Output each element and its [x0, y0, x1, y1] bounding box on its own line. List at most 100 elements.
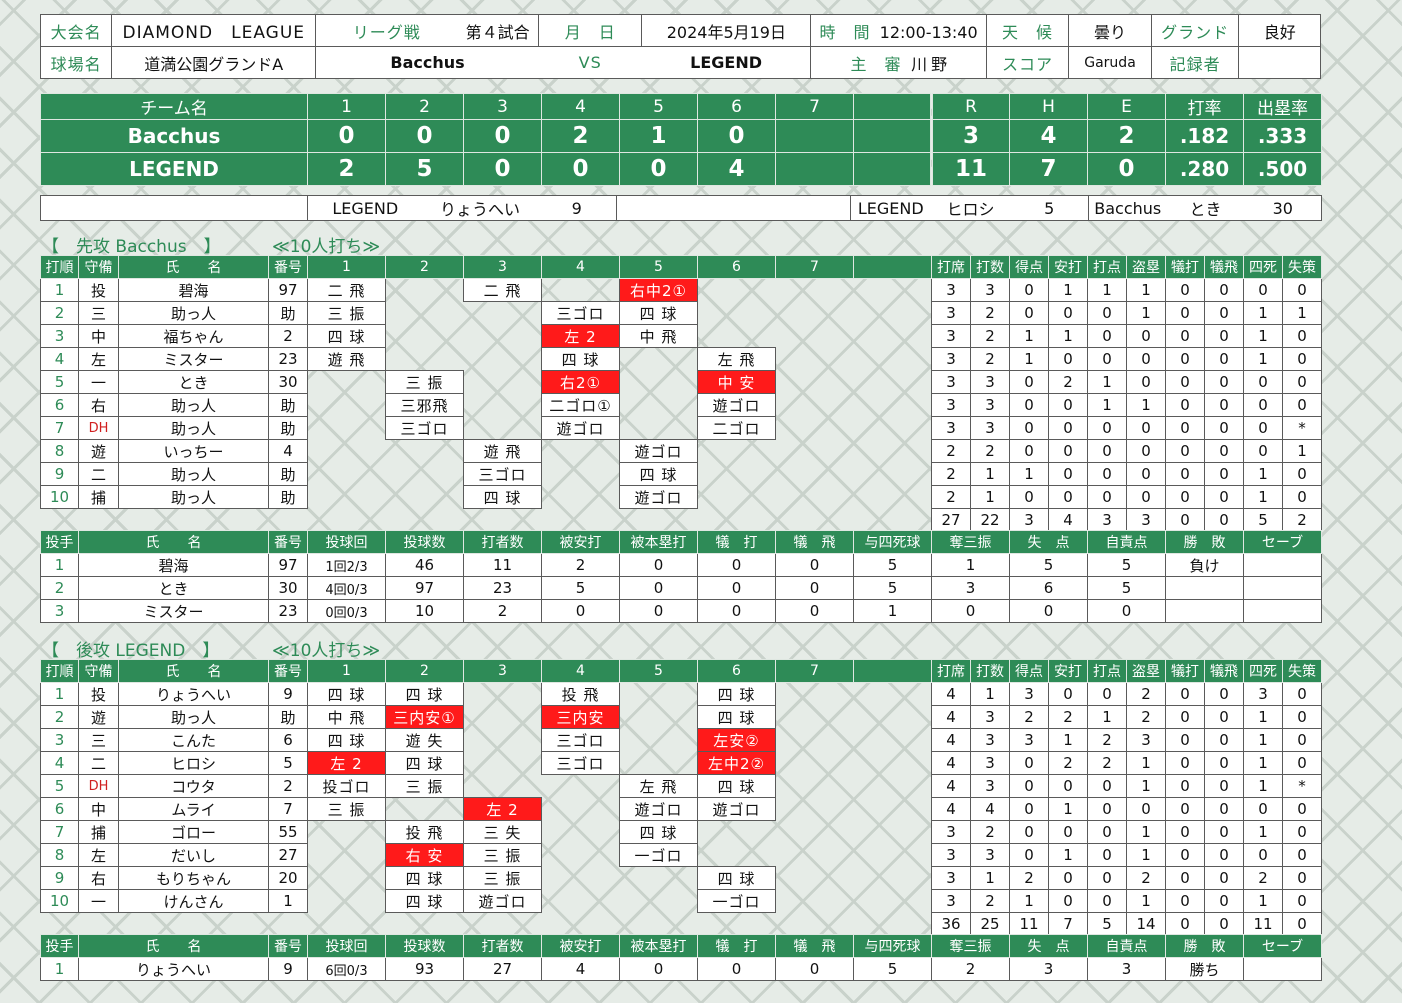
at-bat-result	[542, 890, 620, 913]
save	[1243, 599, 1322, 623]
stat-sac-bunt: 0	[1165, 705, 1205, 729]
stat-hits: 0	[1048, 889, 1088, 913]
stat-sac-bunt: 0	[1165, 439, 1205, 463]
at-bat-result: 左 2	[463, 797, 542, 821]
game-info-table: 大会名 DIAMOND LEAGUE リーグ戦 第４試合 月 日 2024年5月…	[39, 14, 1321, 79]
at-bat-result	[542, 440, 620, 463]
at-bat-result	[386, 440, 464, 463]
stat-sac-fly: 0	[1204, 462, 1244, 486]
at-bat-result: 右 安	[385, 843, 464, 867]
sb-header-inning-1: 1	[307, 93, 386, 120]
pitcher-order: 3	[40, 599, 79, 623]
stat-errors: 0	[1282, 751, 1322, 775]
at-bat-result	[620, 683, 698, 706]
stat-walks: 1	[1243, 301, 1283, 325]
stat-steals: 1	[1126, 774, 1166, 798]
sb-avg: .182	[1165, 119, 1244, 153]
bat-header: 氏 名	[118, 659, 269, 683]
stat-sac-bunt: 0	[1165, 728, 1205, 752]
player-name: 助っ人	[118, 393, 269, 417]
batter-row: 7 DH 助っ人助三ゴロ 遊ゴロ 二ゴロ 3 3 0 0 0 0 0 0 0 *	[40, 416, 1322, 440]
stat-sac-fly: 0	[1204, 347, 1244, 371]
at-bat-result	[464, 752, 542, 775]
batting-order: 5	[40, 370, 79, 394]
bat-header: 犠打	[1165, 659, 1205, 683]
excellent2-team: Bacchus	[1088, 195, 1167, 221]
batting-order: 10	[40, 485, 79, 509]
inning-spacer	[854, 463, 932, 486]
at-bat-result	[620, 867, 698, 890]
top-batting-table: 打順 守備氏 名番号 1 2 3 4 5 6 7 打席 打数 得点 安打 打点 盗塁 犠打 犠飛 四死 失策 1 投碧海…	[40, 255, 1322, 532]
inning-spacer	[854, 775, 932, 798]
pitch-header: 失 点	[1009, 934, 1088, 958]
stat-plate-app: 3	[931, 370, 971, 394]
stat-sac-bunt: 0	[1165, 347, 1205, 371]
position: 二	[78, 751, 119, 775]
inning-spacer	[854, 440, 932, 463]
stat-errors: 0	[1282, 462, 1322, 486]
bat-header: 四死	[1243, 659, 1283, 683]
walks-allowed: 5	[853, 957, 932, 981]
at-bat-result: 中 安	[697, 370, 776, 394]
runs-allowed: 6	[1009, 576, 1088, 600]
at-bat-result	[776, 325, 854, 348]
total-sac-bunt: 0	[1165, 912, 1205, 936]
stat-walks: 2	[1243, 866, 1283, 890]
stat-runs: 0	[1009, 416, 1049, 440]
batter-row: 6 中ムライ 7 三 振左 2 遊ゴロ 遊ゴロ 4 4 0 1 0 0 0 0 0 0	[40, 797, 1322, 821]
pitch-count: 10	[385, 599, 464, 623]
stat-errors: 0	[1282, 485, 1322, 509]
player-number: 20	[268, 866, 308, 890]
position: 遊	[78, 439, 119, 463]
sb-header-runs: R	[931, 93, 1010, 120]
hits-allowed: 4	[541, 957, 620, 981]
team1-name: Bacchus	[315, 46, 539, 79]
stat-walks: 0	[1243, 797, 1283, 821]
stat-sac-fly: 0	[1204, 820, 1244, 844]
at-bat-result	[464, 302, 542, 325]
sb-header-avg: 打率	[1165, 93, 1244, 120]
stat-steals: 0	[1126, 347, 1166, 371]
at-bat-result	[776, 844, 854, 867]
player-number: 30	[268, 370, 308, 394]
stat-rbi: 0	[1087, 485, 1127, 509]
at-bat-result: 三 振	[463, 843, 542, 867]
inning-spacer	[854, 890, 932, 913]
stat-hits: 0	[1048, 774, 1088, 798]
pitch-header: 犠 打	[697, 530, 776, 554]
at-bat-result: 遊 飛	[307, 347, 386, 371]
at-bat-result	[620, 371, 698, 394]
pitch-header: 奪三振	[931, 934, 1010, 958]
at-bat-result: 遊ゴロ	[697, 797, 776, 821]
stat-plate-app: 4	[931, 728, 971, 752]
stat-plate-app: 2	[931, 462, 971, 486]
hr-allowed: 0	[619, 576, 698, 600]
stat-sac-fly: 0	[1204, 889, 1244, 913]
date-label: 月 日	[538, 14, 643, 47]
stat-at-bats: 1	[970, 485, 1010, 509]
at-bat-result	[698, 821, 776, 844]
stat-hits: 0	[1048, 866, 1088, 890]
game-date: 2024年5月19日	[641, 14, 812, 47]
stat-at-bats: 3	[970, 728, 1010, 752]
stat-runs: 2	[1009, 705, 1049, 729]
inning-spacer	[854, 394, 932, 417]
total-errors: 0	[1282, 912, 1322, 936]
at-bat-result: 遊 飛	[463, 439, 542, 463]
at-bat-result	[542, 798, 620, 821]
pitch-header: 犠 飛	[775, 530, 854, 554]
walks-allowed: 5	[853, 576, 932, 600]
stat-runs: 0	[1009, 301, 1049, 325]
stat-walks: 1	[1243, 347, 1283, 371]
at-bat-result	[386, 463, 464, 486]
sb-errors: 0	[1087, 152, 1166, 186]
at-bat-result: 左中2②	[697, 751, 776, 775]
stat-rbi: 0	[1087, 774, 1127, 798]
top-pitching-table: 投手氏 名番号 投球回 投球数 打者数 被安打 被本塁打犠 打犠 飛与四死球 奪三振失 点自…	[40, 530, 1322, 623]
stat-plate-app: 4	[931, 682, 971, 706]
win-loss	[1165, 599, 1244, 623]
hits-allowed: 5	[541, 576, 620, 600]
earned-runs: 5	[1087, 576, 1166, 600]
